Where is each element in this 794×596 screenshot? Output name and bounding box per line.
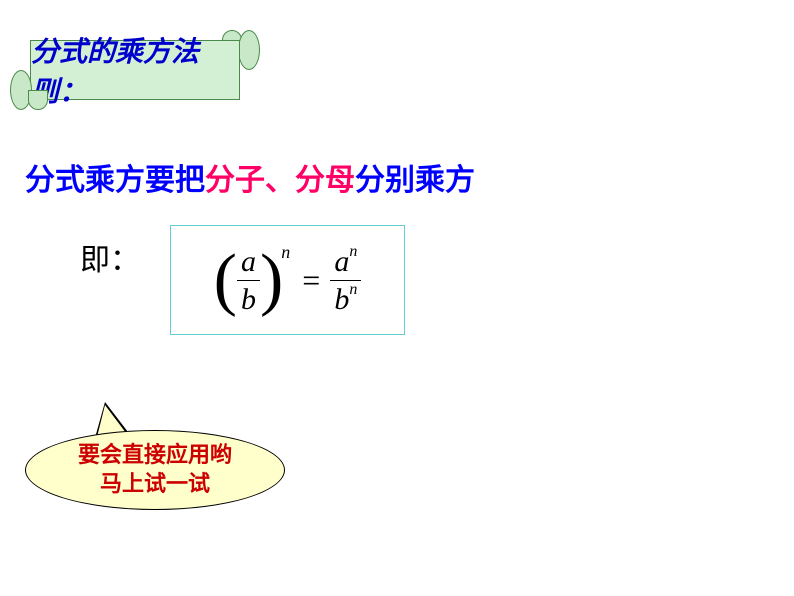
scroll-roll-decoration [238, 30, 260, 70]
scroll-banner: 分式的乘方法则： [10, 30, 260, 110]
scroll-body: 分式的乘方法则： [30, 40, 240, 100]
formula-label: 即： [80, 235, 140, 279]
rule-part3: 分别乘方 [355, 164, 475, 197]
fraction-ab: a b [237, 245, 260, 316]
rule-part2: 分子、分母 [205, 164, 355, 197]
result-numerator: an [330, 245, 361, 280]
bubble-line1: 要会直接应用哟 [78, 441, 232, 470]
open-paren: ( [214, 252, 237, 308]
result-fraction: an bn [330, 245, 361, 316]
equals-sign: = [302, 262, 320, 299]
outer-exponent: n [281, 242, 290, 263]
close-paren: ) [260, 252, 283, 308]
formula-box: ( a b ) n = an bn [170, 225, 405, 335]
left-side: ( a b ) n [214, 245, 293, 316]
scroll-title: 分式的乘方法则： [31, 30, 239, 110]
bubble-body: 要会直接应用哟 马上试一试 [25, 430, 285, 510]
formula-expression: ( a b ) n = an bn [214, 245, 362, 316]
result-denominator: bn [330, 280, 361, 316]
rule-statement: 分式乘方要把分子、分母分别乘方 [25, 155, 475, 199]
denominator: b [237, 280, 260, 316]
scroll-curl-decoration [28, 90, 48, 110]
bubble-text: 要会直接应用哟 马上试一试 [78, 441, 232, 498]
rule-part1: 分式乘方要把 [25, 164, 205, 197]
speech-bubble: 要会直接应用哟 马上试一试 [25, 430, 285, 510]
numerator: a [237, 245, 260, 280]
bubble-line2: 马上试一试 [78, 470, 232, 499]
